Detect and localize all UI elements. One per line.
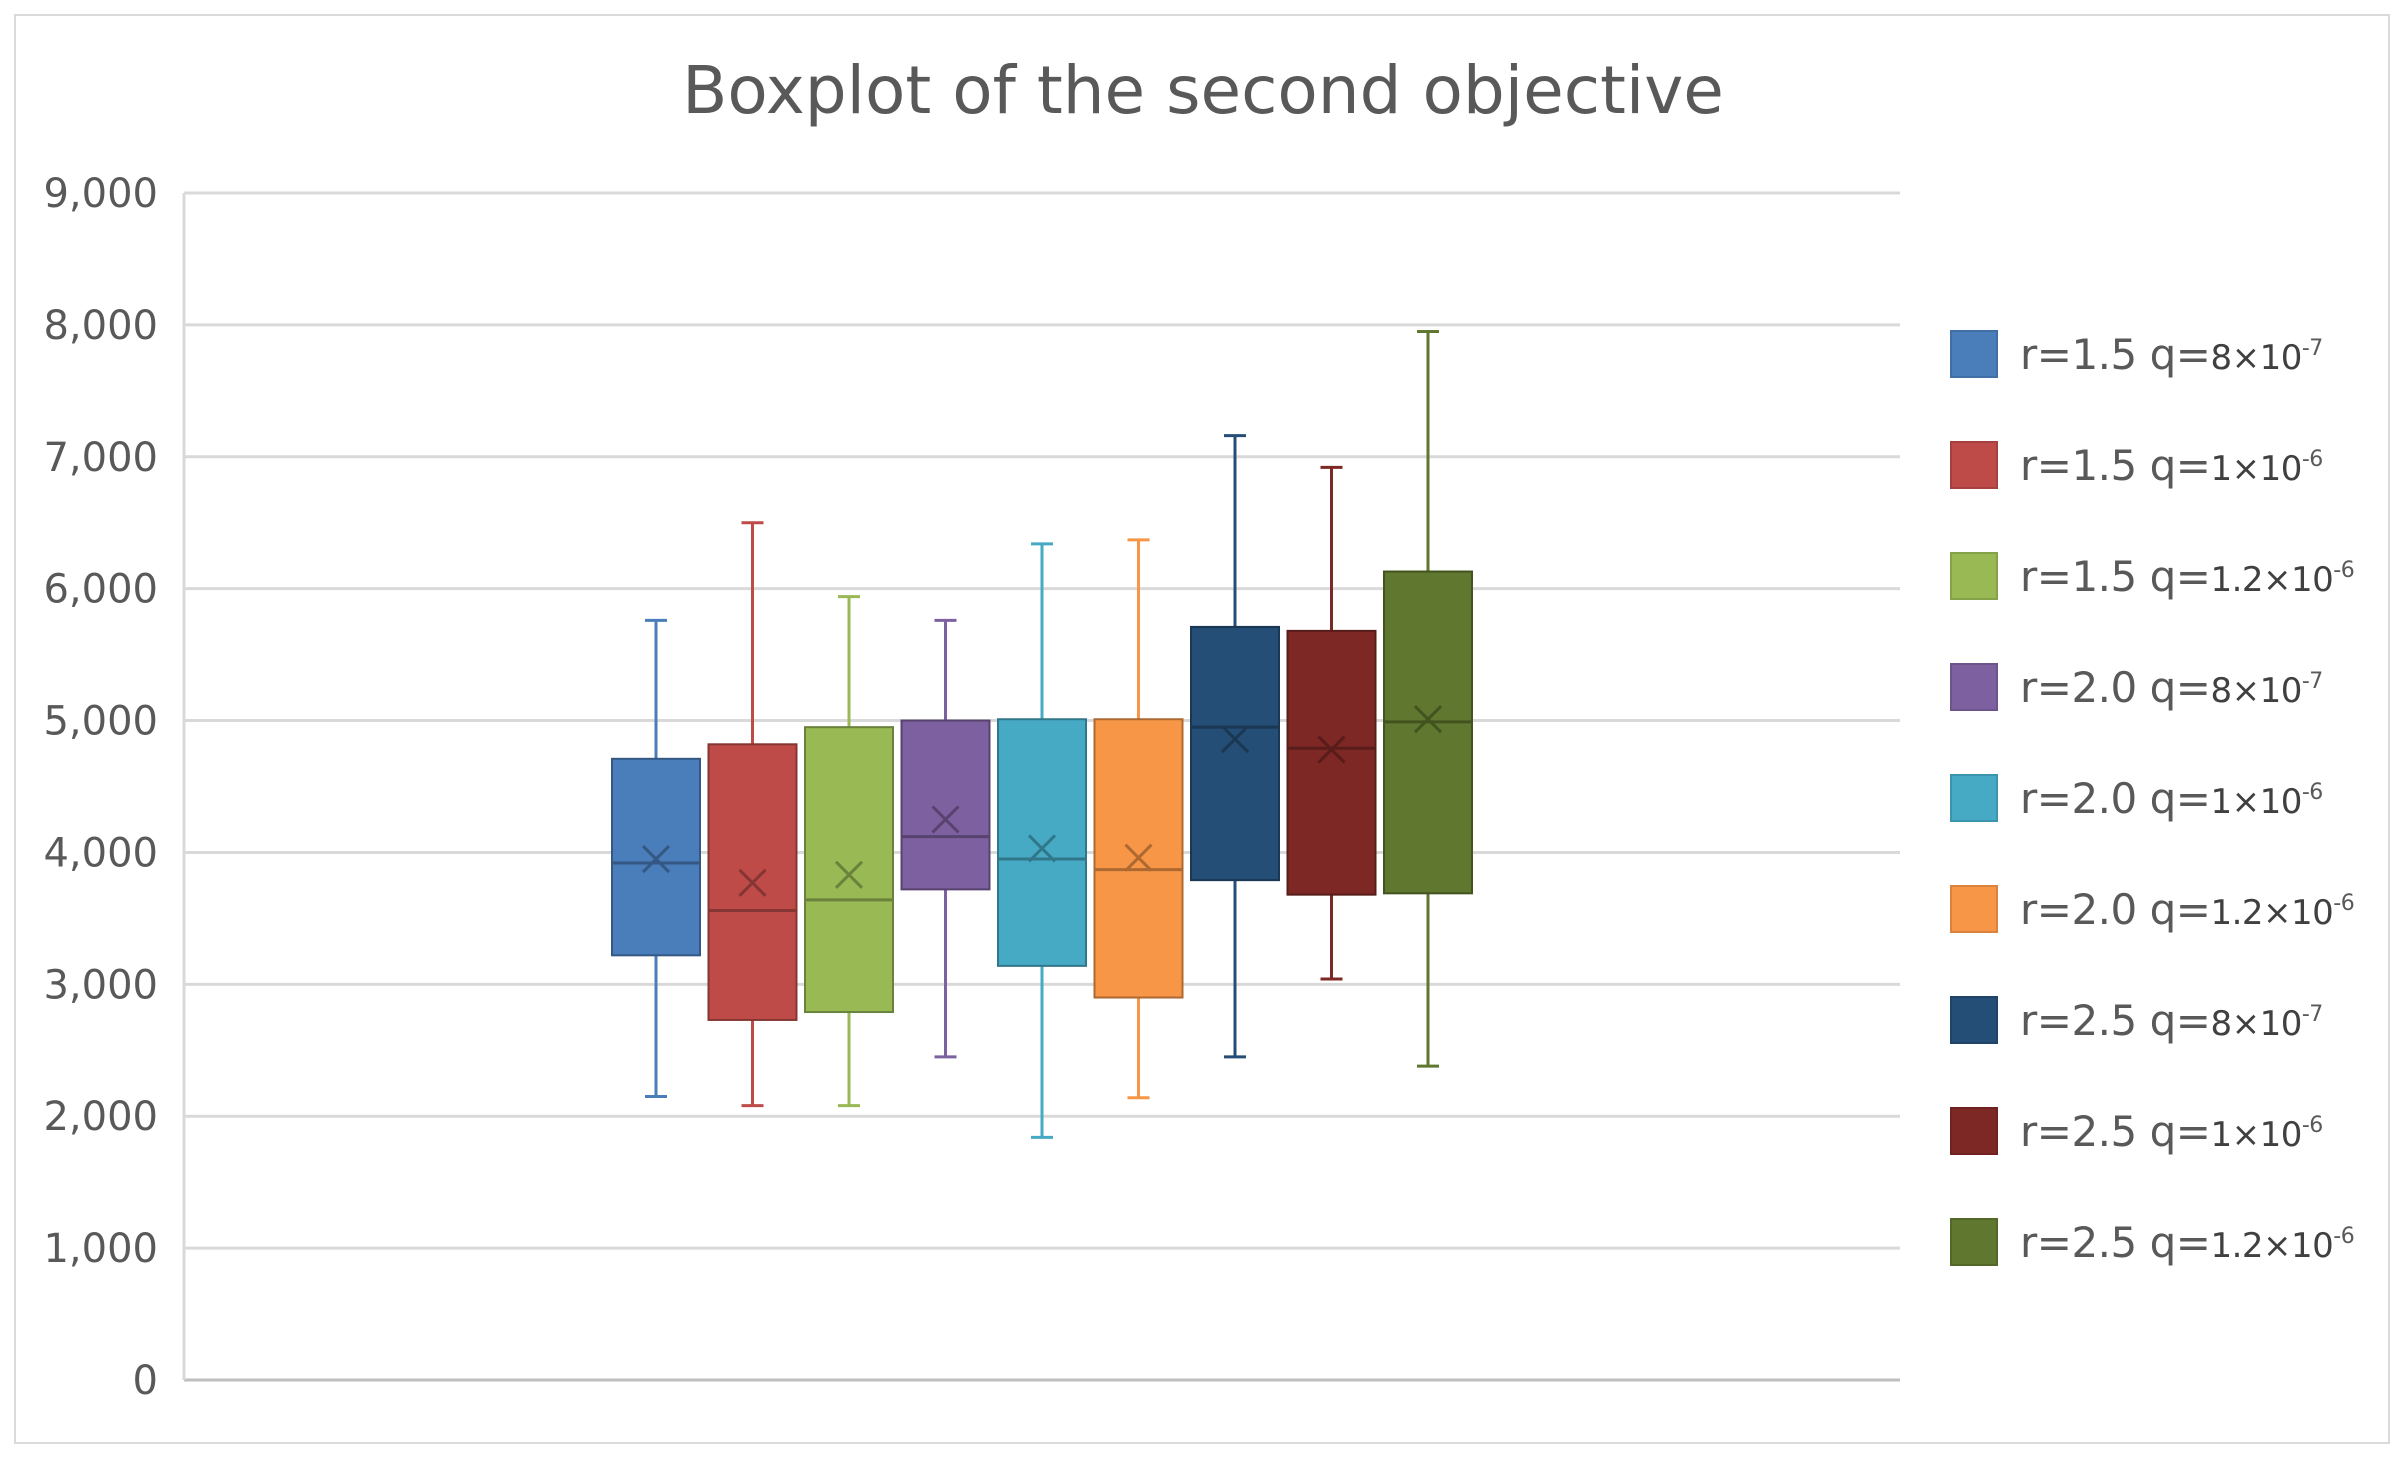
legend-label: r=1.5 q=1.2×10-6 bbox=[2020, 551, 2355, 601]
legend-label-exponent: -6 bbox=[2301, 446, 2323, 472]
legend-label: r=2.5 q=1×10-6 bbox=[2020, 1107, 2323, 1156]
legend-label-q: 1×10 bbox=[2210, 1114, 2302, 1155]
box-series-1 bbox=[611, 618, 701, 1098]
legend-swatch bbox=[1950, 774, 1998, 822]
legend-label-q: 1.2×10 bbox=[2210, 892, 2334, 933]
legend-swatch bbox=[1950, 552, 1998, 600]
y-tick-label: 6,000 bbox=[43, 567, 158, 613]
box bbox=[1383, 570, 1473, 895]
legend-label-r: r=2.0 q= bbox=[2020, 662, 2211, 712]
box-series-3 bbox=[804, 595, 894, 1108]
box bbox=[997, 718, 1087, 967]
legend-label: r=1.5 q=1×10-6 bbox=[2020, 441, 2323, 490]
y-tick-label: 9,000 bbox=[43, 171, 158, 217]
box bbox=[1286, 629, 1377, 896]
legend-item: r=2.0 q=1×10-6 bbox=[1950, 772, 2323, 824]
legend-label-q: 8×10 bbox=[2210, 337, 2302, 378]
legend-swatch bbox=[1950, 330, 1998, 378]
box-series-8 bbox=[1286, 465, 1377, 981]
legend-label-r: r=2.0 q= bbox=[2020, 884, 2211, 934]
chart-title: Boxplot of the second objective bbox=[682, 52, 1724, 129]
mean-marker bbox=[1317, 735, 1346, 764]
legend-label-exponent: -6 bbox=[2301, 779, 2323, 805]
legend-label-r: r=2.5 q= bbox=[2020, 1217, 2211, 1267]
legend-label: r=1.5 q=8×10-7 bbox=[2020, 330, 2323, 379]
legend-label-exponent: -7 bbox=[2301, 668, 2323, 694]
y-tick-label: 0 bbox=[133, 1358, 158, 1404]
y-tick-label: 7,000 bbox=[43, 435, 158, 481]
legend-label-q: 1.2×10 bbox=[2210, 559, 2334, 600]
mean-marker bbox=[1413, 705, 1443, 734]
mean-marker bbox=[1220, 724, 1250, 754]
legend-swatch bbox=[1950, 996, 1998, 1044]
mean-marker bbox=[641, 844, 671, 874]
mean-marker bbox=[1124, 843, 1153, 872]
y-tick-label: 3,000 bbox=[43, 962, 158, 1008]
legend-item: r=2.5 q=1×10-6 bbox=[1950, 1105, 2323, 1157]
legend-label-q: 1×10 bbox=[2210, 448, 2302, 489]
legend-label: r=2.0 q=1×10-6 bbox=[2020, 774, 2323, 823]
y-tick-label: 1,000 bbox=[43, 1226, 158, 1272]
legend-label-exponent: -6 bbox=[2333, 890, 2355, 916]
y-tick-label: 4,000 bbox=[43, 830, 158, 876]
legend-swatch bbox=[1950, 1218, 1998, 1266]
legend-label-r: r=1.5 q= bbox=[2020, 551, 2211, 601]
legend-label-r: r=2.5 q= bbox=[2020, 995, 2211, 1045]
box-series-2 bbox=[707, 521, 798, 1108]
legend-label-exponent: -6 bbox=[2333, 557, 2355, 583]
box-series-4 bbox=[900, 618, 991, 1059]
legend-label-r: r=2.0 q= bbox=[2020, 773, 2211, 823]
box-series-9 bbox=[1383, 329, 1473, 1068]
legend-swatch bbox=[1950, 663, 1998, 711]
mean-marker bbox=[1027, 834, 1057, 863]
box-series-6 bbox=[1093, 538, 1184, 1100]
box-series-7 bbox=[1190, 434, 1280, 1059]
legend-item: r=2.5 q=1.2×10-6 bbox=[1950, 1216, 2355, 1268]
legend-item: r=1.5 q=1×10-6 bbox=[1950, 439, 2323, 491]
legend-label-q: 8×10 bbox=[2210, 670, 2302, 711]
legend-label-exponent: -7 bbox=[2301, 335, 2323, 361]
mean-marker bbox=[834, 860, 864, 889]
legend-label-r: r=1.5 q= bbox=[2020, 440, 2211, 490]
y-tick-label: 8,000 bbox=[43, 303, 158, 349]
legend-label: r=2.0 q=8×10-7 bbox=[2020, 663, 2323, 712]
mean-marker bbox=[931, 805, 960, 834]
legend-item: r=1.5 q=8×10-7 bbox=[1950, 328, 2323, 380]
y-tick-label: 2,000 bbox=[43, 1094, 158, 1140]
y-tick-label: 5,000 bbox=[43, 699, 158, 745]
legend-item: r=2.0 q=8×10-7 bbox=[1950, 661, 2323, 713]
legend-label-q: 8×10 bbox=[2210, 1003, 2302, 1044]
legend-swatch bbox=[1950, 441, 1998, 489]
legend-label-q: 1.2×10 bbox=[2210, 1225, 2334, 1266]
legend-item: r=1.5 q=1.2×10-6 bbox=[1950, 550, 2355, 602]
legend-label: r=2.5 q=1.2×10-6 bbox=[2020, 1217, 2355, 1267]
legend-label-r: r=2.5 q= bbox=[2020, 1106, 2211, 1156]
legend-label-r: r=1.5 q= bbox=[2020, 329, 2211, 379]
legend-label-exponent: -6 bbox=[2333, 1223, 2355, 1249]
legend-item: r=2.5 q=8×10-7 bbox=[1950, 994, 2323, 1046]
box bbox=[900, 719, 991, 891]
mean-marker bbox=[738, 868, 767, 897]
box-series-5 bbox=[997, 542, 1087, 1139]
box bbox=[804, 726, 894, 1014]
legend-label-q: 1×10 bbox=[2210, 781, 2302, 822]
legend-swatch bbox=[1950, 885, 1998, 933]
legend-item: r=2.0 q=1.2×10-6 bbox=[1950, 883, 2355, 935]
box bbox=[1190, 625, 1280, 882]
legend-label-exponent: -7 bbox=[2301, 1001, 2323, 1027]
legend-label: r=2.5 q=8×10-7 bbox=[2020, 996, 2323, 1045]
legend-swatch bbox=[1950, 1107, 1998, 1155]
legend-label: r=2.0 q=1.2×10-6 bbox=[2020, 884, 2355, 934]
legend-label-exponent: -6 bbox=[2301, 1112, 2323, 1138]
